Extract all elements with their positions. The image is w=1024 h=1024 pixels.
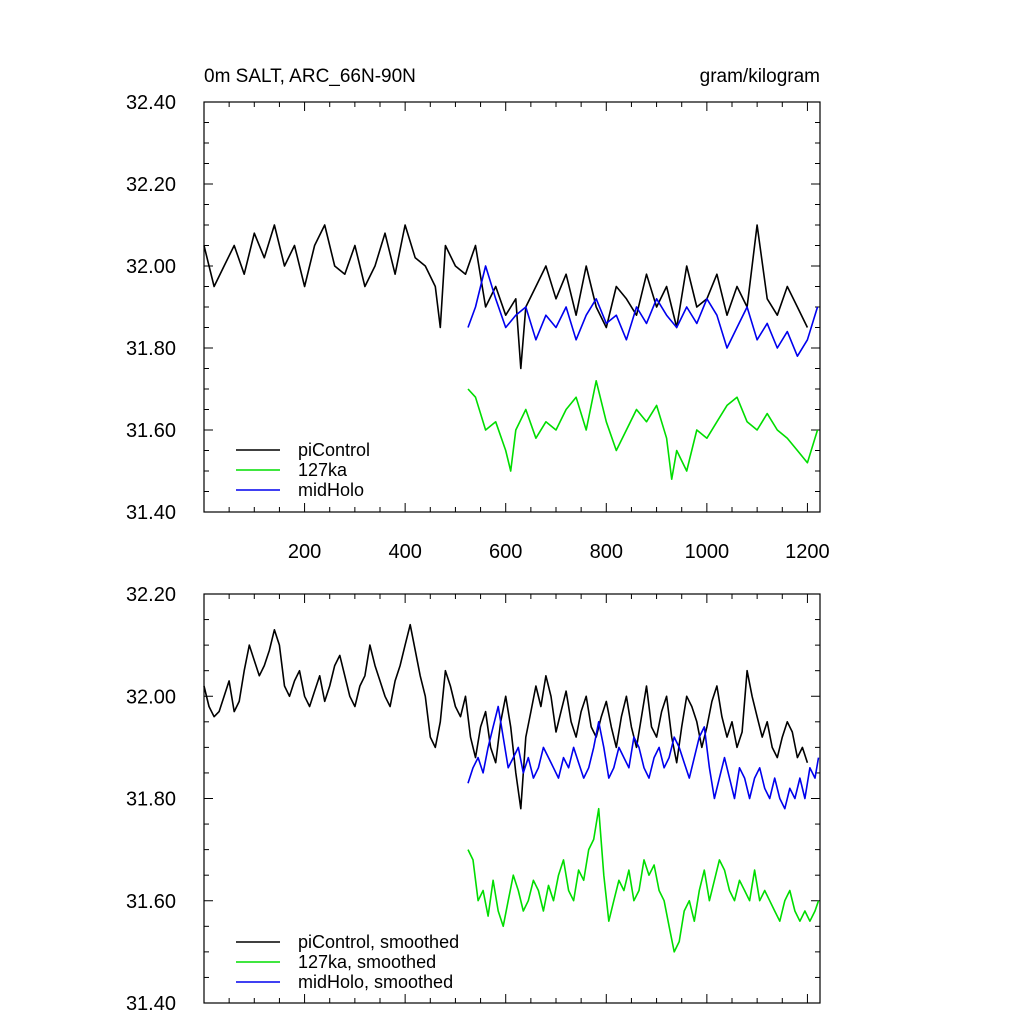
legend-label: midHolo, smoothed bbox=[298, 972, 453, 992]
y-tick-label: 32.00 bbox=[126, 256, 176, 278]
y-tick-label: 32.40 bbox=[126, 92, 176, 114]
legend-label: piControl, smoothed bbox=[298, 932, 459, 952]
legend-label: 127ka bbox=[298, 460, 348, 480]
series-line-picontrol-smoothed bbox=[203, 623, 809, 810]
chart-title: 0m SALT, ARC_66N-90N bbox=[204, 66, 416, 87]
chart-units: gram/kilogram bbox=[700, 66, 820, 87]
panel-bottom: 31.40 31.60 31.80 32.00 32.20 piControl, smoo… bbox=[126, 584, 821, 1015]
y-tick-label: 32.00 bbox=[126, 686, 176, 708]
plot-frame bbox=[203, 101, 821, 513]
y-tick-label: 31.80 bbox=[126, 338, 176, 360]
y-tick-label: 31.60 bbox=[126, 420, 176, 442]
legend-label: 127ka, smoothed bbox=[298, 952, 436, 972]
x-tick-label: 200 bbox=[288, 541, 321, 563]
y-tick-label: 32.20 bbox=[126, 174, 176, 196]
legend-label: midHolo bbox=[298, 480, 364, 500]
series-line-127ka bbox=[467, 379, 819, 481]
y-tick-label: 31.40 bbox=[126, 993, 176, 1015]
plot-frame bbox=[203, 593, 821, 1004]
x-tick-label: 400 bbox=[388, 541, 421, 563]
x-tick-label: 1200 bbox=[785, 541, 830, 563]
x-tick-label: 600 bbox=[489, 541, 522, 563]
x-tick-label: 800 bbox=[590, 541, 623, 563]
y-tick-label: 31.80 bbox=[126, 789, 176, 811]
y-tick-label: 32.20 bbox=[126, 584, 176, 606]
y-tick-label: 31.60 bbox=[126, 891, 176, 913]
series-line-midholo-smoothed bbox=[467, 705, 820, 810]
panel-top: 31.40 31.60 31.80 32.00 32.20 32.40 200 400 600 8… bbox=[126, 66, 830, 563]
y-tick-label: 31.40 bbox=[126, 502, 176, 524]
series-line-127ka-smoothed bbox=[467, 807, 820, 953]
legend-label: piControl bbox=[298, 440, 370, 460]
x-tick-label: 1000 bbox=[685, 541, 730, 563]
series-line-picontrol bbox=[203, 224, 809, 370]
series-line-midholo bbox=[467, 265, 819, 358]
